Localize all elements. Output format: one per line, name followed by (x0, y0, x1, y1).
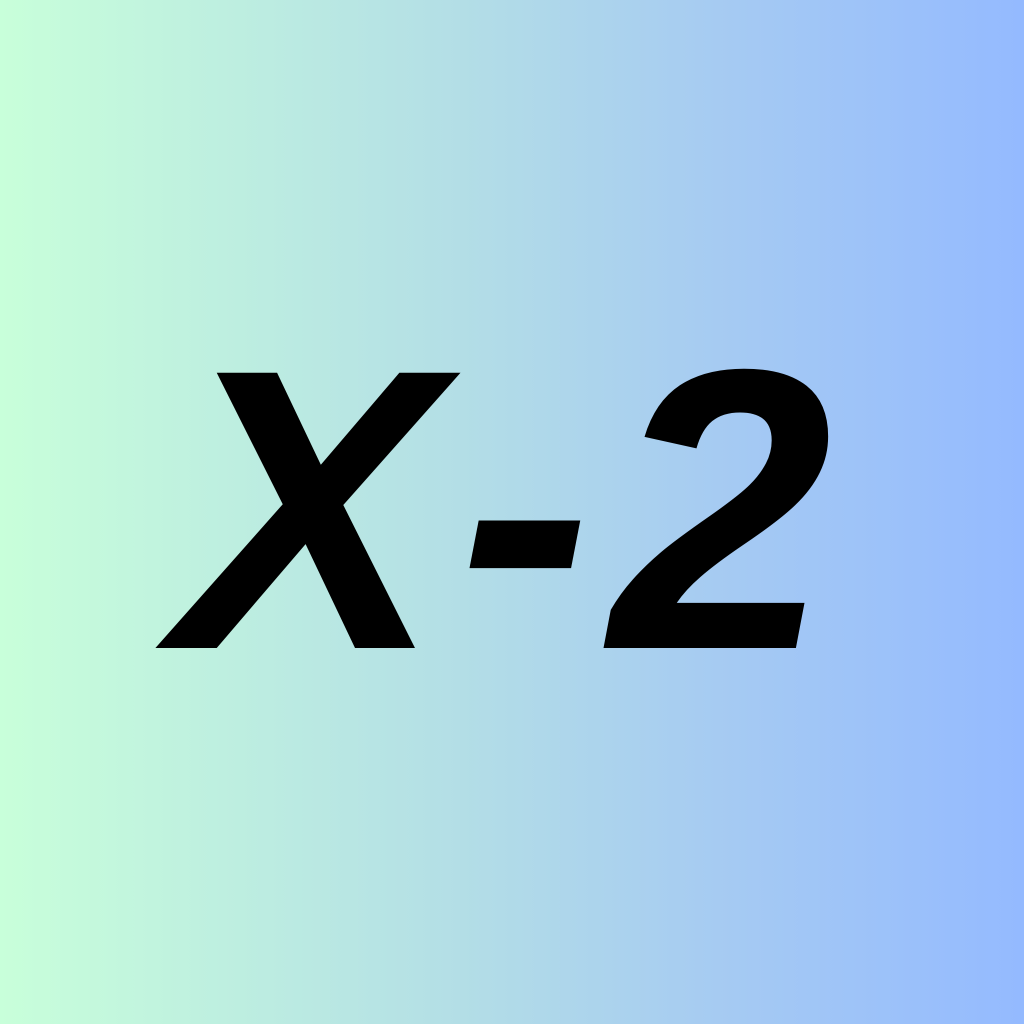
title-text: X-2 (173, 286, 851, 733)
